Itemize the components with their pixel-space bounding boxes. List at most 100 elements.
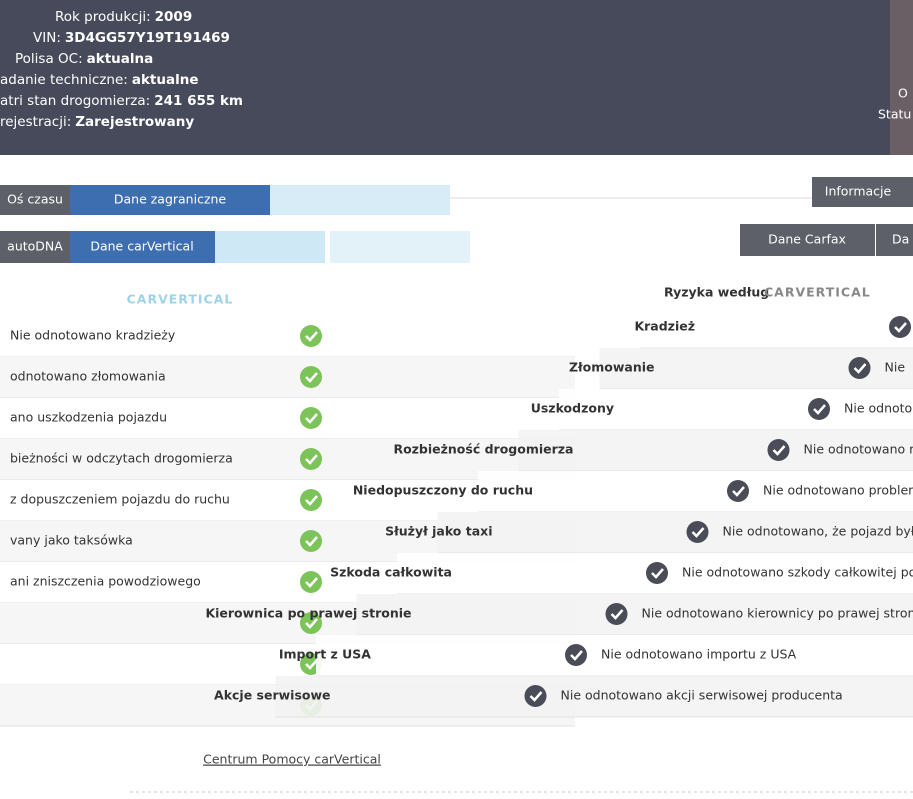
check-icon	[727, 480, 749, 502]
tab-bg	[740, 224, 875, 256]
risk-label: Import z USA	[279, 647, 371, 662]
risk-label: Kierownica po prawej stronie	[205, 606, 411, 621]
risk-label: Akcje serwisowe	[214, 688, 330, 703]
check-mark	[691, 527, 705, 538]
risk-text: Nie odnoto	[844, 401, 912, 416]
item-text: ani zniszczenia powodziowego	[10, 574, 201, 589]
check-icon	[300, 366, 322, 388]
check-mark	[305, 659, 318, 670]
risk-label: Rozbieżność drogomierza	[393, 442, 573, 457]
check-icon	[767, 439, 790, 461]
risk-label: Służył jako taxi	[385, 524, 492, 539]
info-line: Polisa OC: aktualna	[15, 51, 153, 67]
item-text: z dopuszczeniem pojazdu do ruchu	[10, 492, 230, 507]
info-label: Rok produkcji:	[55, 9, 151, 25]
row-bg	[640, 307, 913, 348]
info-value: aktualna	[87, 51, 154, 67]
tab-bg	[70, 185, 270, 215]
info-label: adanie techniczne:	[0, 72, 128, 88]
tab[interactable]: Da	[892, 232, 909, 247]
item-text: vany jako taksówka	[10, 533, 133, 548]
check-icon	[565, 644, 587, 666]
check-mark	[772, 445, 786, 456]
tab-ghost	[270, 185, 450, 215]
tab[interactable]: Oś czasu	[7, 192, 63, 207]
check-mark	[570, 650, 583, 661]
check-mark	[305, 536, 318, 547]
check-mark	[305, 495, 318, 506]
risk-label: Złomowanie	[569, 360, 655, 375]
row-bg	[437, 512, 913, 553]
header-bg	[0, 0, 890, 155]
risk-label: Niedopuszczony do ruchu	[353, 483, 533, 498]
info-line: rejestracji: Zarejestrowany	[0, 114, 194, 130]
tab[interactable]: Dane Carfax	[768, 232, 846, 247]
check-mark	[305, 577, 318, 588]
check-mark	[305, 372, 318, 383]
check-icon	[524, 685, 547, 707]
row-bg	[518, 430, 913, 471]
row-bg	[559, 389, 913, 430]
row-bg	[478, 471, 913, 512]
risk-table: Kradzież Złomowanie Nie Uszkodzony Nie odnot…	[205, 307, 913, 718]
info-label: rejestracji:	[0, 114, 71, 130]
risk-text: Nie odnotowano importu z USA	[601, 647, 797, 662]
info-value: 2009	[155, 9, 193, 25]
tab-ghost	[215, 231, 325, 263]
check-icon	[300, 612, 322, 634]
help-link[interactable]: Centrum Pomocy carVertical	[203, 752, 381, 767]
tab-bg	[70, 231, 215, 263]
risk-text: Nie odnotowano kierownicy po prawej stro…	[642, 606, 913, 621]
tab-bg	[876, 224, 913, 256]
risk-label: Kradzież	[634, 319, 695, 334]
row-bg	[0, 398, 575, 439]
risk-text: Nie odnotowano, że pojazd był uży	[723, 524, 913, 539]
item-text: bieżności w odczytach drogomierza	[10, 451, 233, 466]
risk-text: Nie	[885, 360, 906, 375]
check-icon	[300, 530, 322, 552]
info-value: 241 655 km	[154, 93, 243, 109]
header-edge	[890, 0, 913, 155]
row-bg	[316, 635, 913, 676]
check-mark	[305, 331, 318, 342]
check-icon	[300, 407, 322, 429]
tab[interactable]: autoDNA	[7, 239, 63, 254]
tab-bg	[0, 231, 70, 263]
tab-bg	[0, 185, 70, 215]
tab-bg	[812, 177, 913, 207]
info-value: 3D4GG57Y19T191469	[65, 30, 230, 46]
check-icon	[646, 562, 668, 584]
brand: CARVERTICAL	[127, 292, 234, 307]
check-mark	[305, 618, 318, 629]
check-mark	[529, 691, 543, 702]
panel-title: Ryzyka według	[664, 285, 769, 300]
row-bg	[275, 676, 913, 717]
check-icon	[889, 316, 911, 338]
header-right: O	[898, 86, 908, 101]
info-line: atri stan drogomierza: 241 655 km	[0, 93, 243, 109]
check-mark	[894, 322, 907, 333]
risk-text: Nie odnotowano szkody całkowitej pojazdu	[682, 565, 913, 580]
info-value: aktualne	[132, 72, 199, 88]
check-mark	[853, 363, 867, 374]
header-right: Statu	[878, 107, 911, 122]
risk-text: Nie odnotowano akcji serwisowej producen…	[561, 688, 843, 703]
header: Rok produkcji: 2009 VIN: 3D4GG57Y19T191469 P…	[0, 9, 243, 130]
check-icon	[848, 357, 871, 379]
tab[interactable]: Dane zagraniczne	[114, 192, 227, 207]
info-value: Zarejestrowany	[75, 114, 194, 130]
brand: CARVERTICAL	[764, 285, 871, 300]
item-text: odnotowano złomowania	[10, 369, 166, 384]
row-bg	[0, 357, 575, 398]
info-line: adanie techniczne: aktualne	[0, 72, 198, 88]
tab[interactable]: Informacje	[825, 184, 892, 199]
check-mark	[651, 568, 664, 579]
check-icon	[300, 325, 322, 347]
check-mark	[305, 454, 318, 465]
info-label: VIN:	[33, 30, 61, 46]
check-icon	[605, 603, 628, 625]
check-mark	[610, 609, 624, 620]
risk-label: Szkoda całkowita	[330, 565, 452, 580]
tab[interactable]: Dane carVertical	[90, 239, 193, 254]
